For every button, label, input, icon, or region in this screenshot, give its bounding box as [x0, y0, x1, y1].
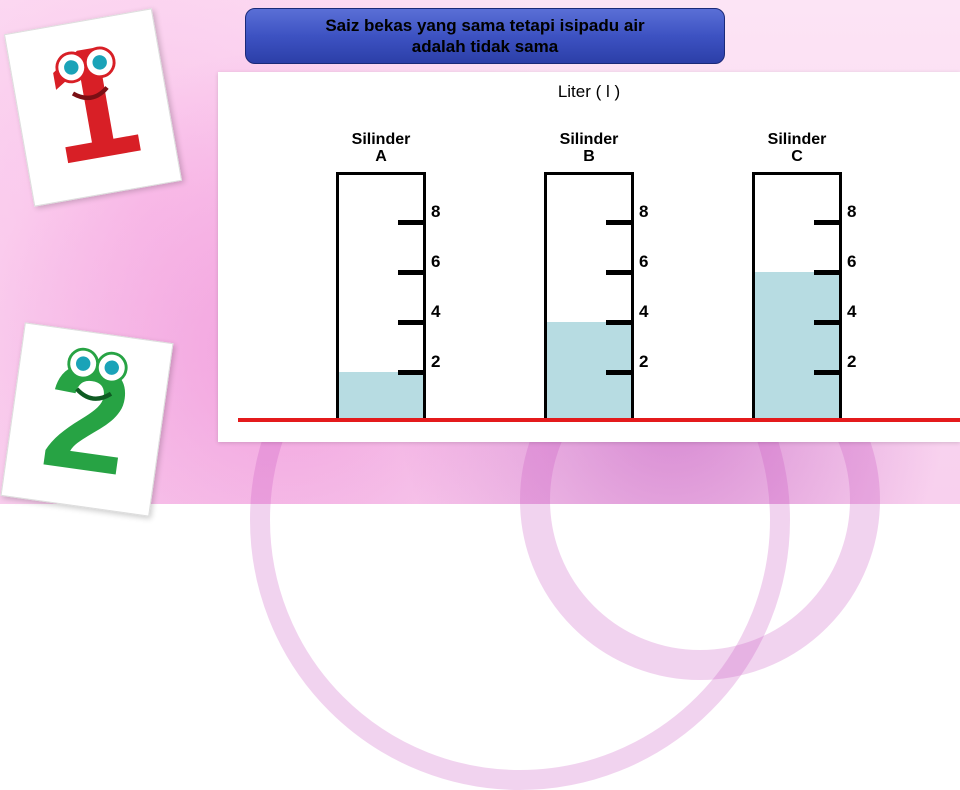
tick-mark: [606, 270, 634, 275]
tick-mark: [398, 220, 426, 225]
tick-mark: [398, 370, 426, 375]
tick-mark: [398, 320, 426, 325]
cylinder-body: 2468: [544, 172, 634, 422]
water-fill: [755, 272, 839, 422]
cylinder-b: SilinderB 2468: [544, 131, 634, 422]
cylinder-a: SilinderA 2468: [336, 131, 426, 422]
title-line2: adalah tidak sama: [412, 37, 558, 56]
tick-mark: [814, 220, 842, 225]
title-line1: Saiz bekas yang sama tetapi isipadu air: [325, 16, 644, 35]
title-box: Saiz bekas yang sama tetapi isipadu air …: [245, 8, 725, 64]
tick-label: 6: [431, 252, 451, 272]
tick-label: 4: [639, 302, 659, 322]
tick-label: 4: [847, 302, 867, 322]
tick-mark: [814, 370, 842, 375]
tick-mark: [606, 320, 634, 325]
diagram-panel: Liter ( l ) SilinderA2468SilinderB2468Si…: [218, 72, 960, 442]
cylinders-row: SilinderA2468SilinderB2468SilinderC2468: [218, 112, 960, 422]
tick-label: 8: [639, 202, 659, 222]
cartoon-number-one: 1: [4, 8, 182, 206]
svg-text:1: 1: [33, 9, 151, 198]
tick-label: 8: [847, 202, 867, 222]
tick-mark: [814, 320, 842, 325]
cartoon-number-two: 2: [1, 322, 174, 516]
tick-label: 2: [847, 352, 867, 372]
tick-label: 2: [431, 352, 451, 372]
tick-mark: [606, 220, 634, 225]
water-fill: [339, 372, 423, 422]
cylinder-body: 2468: [336, 172, 426, 422]
cylinder-c: SilinderC 2468: [752, 131, 842, 422]
tick-label: 6: [847, 252, 867, 272]
tick-mark: [814, 270, 842, 275]
cylinder-label: SilinderB: [560, 131, 619, 166]
tick-label: 8: [431, 202, 451, 222]
tick-label: 6: [639, 252, 659, 272]
tick-mark: [398, 270, 426, 275]
cylinder-label: SilinderC: [768, 131, 827, 166]
cylinder-body: 2468: [752, 172, 842, 422]
baseline: [238, 418, 960, 422]
tick-label: 4: [431, 302, 451, 322]
tick-label: 2: [639, 352, 659, 372]
tick-mark: [606, 370, 634, 375]
unit-label: Liter ( l ): [218, 82, 960, 102]
cylinder-label: SilinderA: [352, 131, 411, 166]
